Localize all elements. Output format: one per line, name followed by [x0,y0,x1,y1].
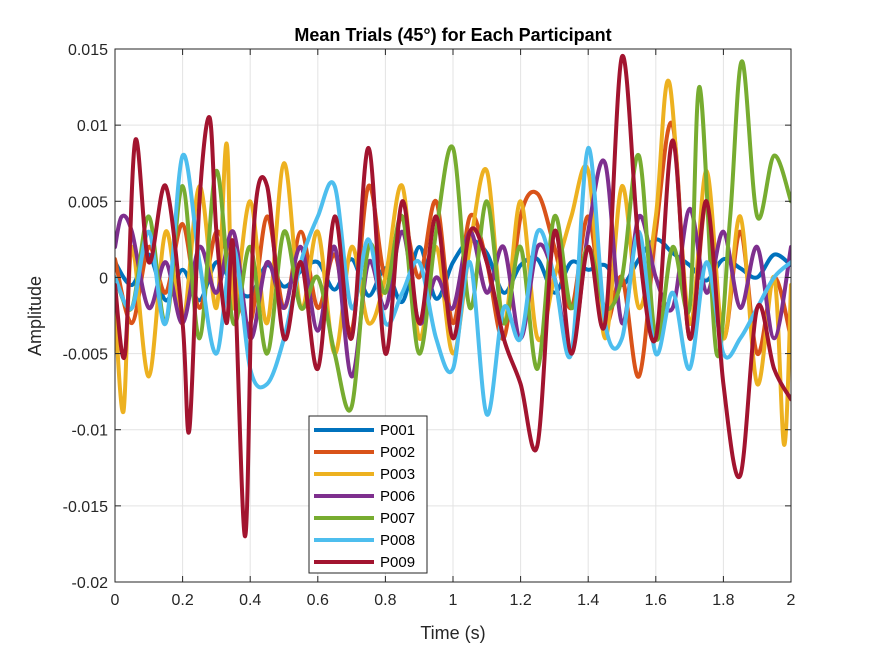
y-tick-label: 0.01 [77,118,108,135]
x-tick-label: 0.2 [171,592,193,609]
x-tick-label: 1.4 [577,592,599,609]
legend-label: P006 [380,488,415,505]
y-tick-label: 0.005 [68,194,108,211]
y-tick-label: 0.015 [68,42,108,59]
x-tick-label: 1.2 [509,592,531,609]
y-tick-label: -0.015 [63,499,108,516]
legend-label: P001 [380,422,415,439]
legend-label: P002 [380,444,415,461]
series-line-p009 [115,54,791,539]
chart-title: Mean Trials (45°) for Each Participant [294,25,611,45]
x-tick-label: 0.6 [307,592,329,609]
y-tick-label: -0.02 [72,575,109,592]
y-tick-label: -0.01 [72,423,109,440]
x-tick-label: 1.8 [712,592,734,609]
y-axis-label: Amplitude [25,276,45,356]
x-axis-label: Time (s) [420,623,485,643]
y-tick-labels: -0.02 -0.015 -0.01 -0.005 0 0.005 0.01 0.015 [63,42,108,592]
legend-label: P003 [380,466,415,483]
y-tick-label: 0 [99,270,108,287]
y-tick-label: -0.005 [63,347,108,364]
x-tick-label: 0 [111,592,120,609]
legend-label: P007 [380,510,415,527]
legend: P001 P002 P003 P006 P007 P008 P009 [308,415,428,574]
x-tick-label: 1.6 [645,592,667,609]
series-layer [115,54,791,539]
x-tick-label: 0.8 [374,592,396,609]
x-tick-label: 2 [787,592,796,609]
x-tick-label: 0.4 [239,592,261,609]
legend-label: P008 [380,532,415,549]
axis-ticks [114,48,792,583]
legend-label: P009 [380,554,415,571]
x-tick-labels: 0 0.2 0.4 0.6 0.8 1 1.2 1.4 1.6 1.8 2 [111,592,796,609]
x-tick-label: 1 [449,592,458,609]
